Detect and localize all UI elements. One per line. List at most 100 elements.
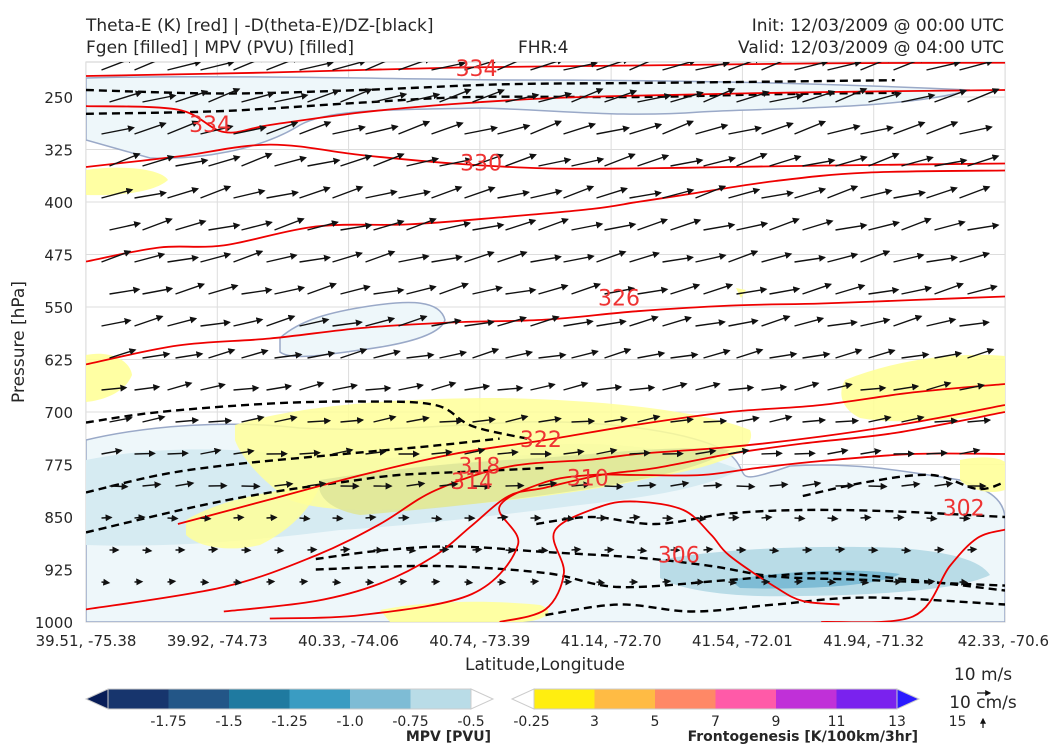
wind-vector (564, 518, 574, 519)
colorbar-tick-label: 9 (772, 714, 781, 730)
colorbar-segment (290, 689, 351, 709)
wind-vector (110, 486, 128, 487)
colorbar-tick-label: 5 (651, 714, 660, 730)
x-tick-label: 39.92, -74.73 (167, 632, 268, 650)
y-axis-label: Pressure [hPa] (9, 281, 29, 403)
wind-vector (531, 581, 538, 582)
wind-vector (828, 518, 838, 519)
wind-vector (275, 550, 284, 551)
x-axis-ticks: 39.51, -75.38 39.92, -74.73 40.33, -74.06 4… (36, 632, 1049, 650)
wind-vector (209, 549, 218, 550)
y-tick-label: 700 (44, 404, 73, 422)
contour-label-text: 310 (567, 467, 609, 492)
y-tick-label: 325 (44, 142, 73, 160)
x-axis-label: Latitude,Longitude (465, 655, 625, 675)
wind-vector (333, 582, 340, 583)
colorbar-segment (108, 689, 169, 709)
wind-vector (630, 517, 640, 518)
wind-vector (234, 517, 244, 518)
contour-label: 326 (598, 285, 641, 312)
wind-vector (762, 453, 782, 454)
colorbar-tick-label: 11 (828, 714, 846, 730)
colorbar-tick-label: -1.75 (150, 714, 186, 730)
wind-vector (399, 581, 406, 582)
wind-vector (168, 581, 175, 582)
colorbar-tick-label: -0.25 (513, 714, 549, 730)
colorbar-extend-right (471, 689, 493, 709)
contour-label: 322 (520, 426, 563, 453)
contour-label-text: 326 (598, 287, 640, 312)
wind-vector (300, 581, 307, 582)
x-tick-label: 40.74, -73.39 (429, 632, 530, 650)
wind-vector (902, 550, 911, 551)
colorbar-segment (595, 689, 656, 709)
fhr-label: FHR:4 (518, 38, 568, 58)
colorbar-segment (837, 689, 898, 709)
wind-vector (143, 550, 152, 551)
colorbar-segment (229, 689, 290, 709)
y-tick-label: 775 (44, 457, 73, 475)
wind-vector (539, 550, 548, 551)
colorbar-segment (169, 689, 230, 709)
wind-vector (927, 518, 937, 519)
y-tick-label: 850 (44, 509, 73, 527)
wind-reference-vertical: 10 cm/s (949, 693, 1017, 713)
wind-vector (795, 518, 805, 519)
wind-vector (201, 518, 211, 519)
x-tick-label: 42.33, -70.6 (958, 632, 1049, 650)
wind-vector (465, 582, 472, 583)
fgen-colorbar-label: Frontogenesis [K/100km/3hr] (688, 729, 918, 745)
wind-reference-horizontal: 10 m/s (954, 665, 1012, 685)
wind-vector (432, 518, 442, 519)
wind-vector (267, 582, 274, 583)
wind-vector (597, 582, 604, 583)
wind-vector (704, 549, 713, 550)
init-time: Init: 12/03/2009 @ 00:00 UTC (752, 16, 1004, 36)
wind-vector (572, 421, 594, 422)
contour-label: 306 (658, 542, 701, 569)
x-tick-label: 39.51, -75.38 (36, 632, 137, 650)
y-tick-label: 925 (44, 562, 73, 580)
y-tick-label: 625 (44, 352, 73, 370)
colorbar-extend-left (86, 689, 108, 709)
wind-vector (341, 549, 350, 550)
wind-vector (968, 549, 977, 550)
y-tick-label: 400 (44, 194, 73, 212)
colorbar-tick-label: 15 (949, 714, 967, 730)
y-tick-label: 550 (44, 299, 73, 317)
contour-label: 314 (451, 468, 494, 495)
mpv-colorbar-label: MPV [PVU] (406, 729, 491, 745)
title-line-2: Fgen [filled] | MPV (PVU) [filled] (86, 38, 354, 58)
wind-vector (473, 549, 482, 550)
wind-vector (770, 550, 779, 551)
colorbar-tick-label: 3 (590, 714, 599, 730)
wind-vector (869, 486, 887, 487)
colorbar-tick-label: -0.5 (457, 714, 484, 730)
wind-vector (663, 581, 670, 582)
colorbar-tick-label: -1.0 (336, 714, 363, 730)
wind-vector (374, 550, 383, 551)
x-tick-label: 40.33, -74.06 (298, 632, 399, 650)
x-tick-label: 41.94, -71.32 (823, 632, 924, 650)
wind-vector (737, 486, 755, 487)
wind-vector (102, 582, 109, 583)
wind-vector (168, 453, 188, 454)
wind-vector (168, 518, 178, 519)
wind-vector (300, 518, 310, 519)
wind-vector (234, 582, 241, 583)
wind-vector (795, 453, 815, 454)
colorbar-segment (776, 689, 837, 709)
colorbar-segment (716, 689, 777, 709)
colorbar-tick-label: 13 (888, 714, 906, 730)
contour-label: 330 (460, 150, 503, 177)
colorbar-extend-left (512, 689, 534, 709)
wind-vector (894, 517, 904, 518)
colorbar-segment (534, 689, 595, 709)
valid-time: Valid: 12/03/2009 @ 04:00 UTC (738, 38, 1004, 58)
wind-vector (135, 453, 155, 454)
wind-vector (704, 485, 722, 486)
colorbar-tick-label: -1.5 (215, 714, 242, 730)
colorbar-extend-right (897, 689, 919, 709)
